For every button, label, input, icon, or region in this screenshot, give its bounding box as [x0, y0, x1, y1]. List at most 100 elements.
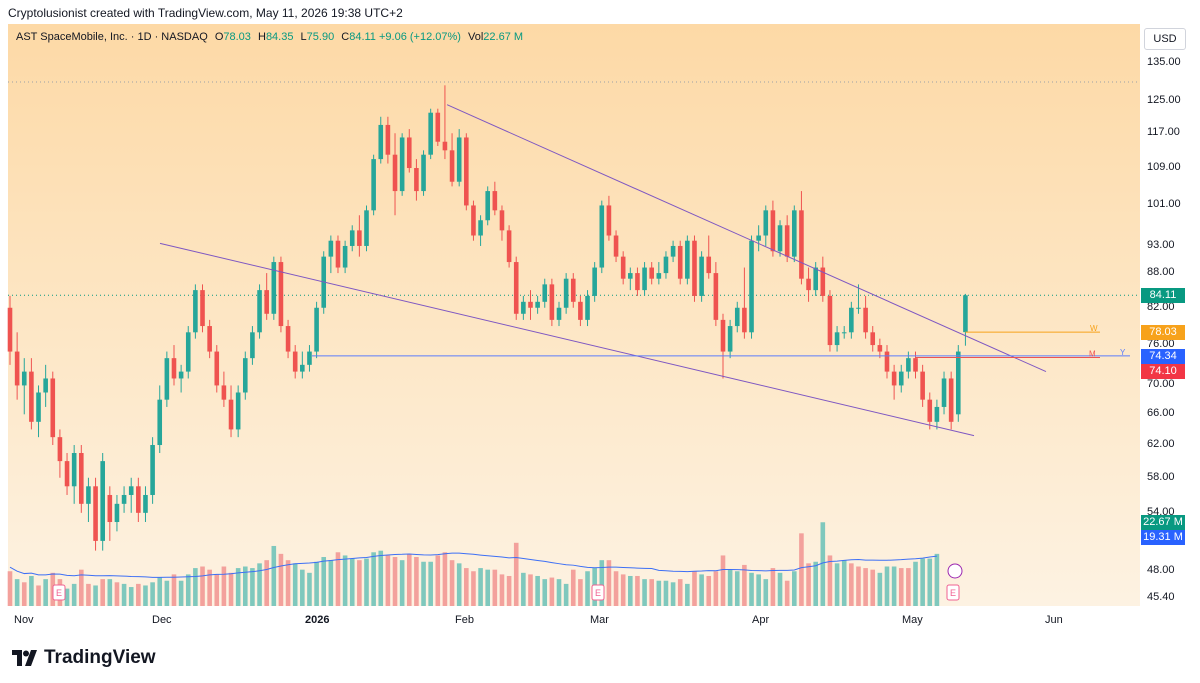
symbol-legend: AST SpaceMobile, Inc. · 1D · NASDAQ O78.… — [16, 31, 523, 43]
volume-bar — [64, 588, 70, 606]
candle-body — [884, 351, 890, 372]
volume-bar — [235, 568, 241, 606]
volume-bar — [649, 579, 654, 606]
price-tick-label: 58.00 — [1147, 470, 1175, 483]
candle-body — [955, 351, 961, 415]
earnings-marker-label: E — [56, 588, 62, 598]
candle-body — [428, 112, 433, 155]
volume-bar — [635, 575, 640, 606]
candle-body — [578, 301, 583, 320]
candle-body — [941, 378, 947, 407]
earnings-marker — [946, 584, 960, 601]
price-tick-label: 82.00 — [1147, 300, 1175, 313]
volume-bar — [464, 568, 469, 606]
earnings-marker-label: E — [950, 588, 956, 598]
volume-bar — [542, 579, 548, 606]
candle-body — [150, 445, 155, 495]
volume-bar — [271, 545, 277, 606]
volume-bar — [357, 560, 362, 606]
time-tick-label: 2026 — [305, 614, 330, 626]
volume-bar — [257, 563, 262, 606]
candle-body — [307, 351, 312, 365]
candle-body — [663, 256, 669, 274]
candle-body — [784, 225, 790, 257]
candle-body — [628, 273, 633, 279]
volume-bar — [578, 579, 583, 606]
volume-bar — [827, 555, 833, 606]
volume-bar — [335, 552, 341, 606]
price-tick-label: 48.00 — [1147, 563, 1175, 576]
candle-body — [171, 358, 177, 379]
candle-body — [727, 326, 733, 352]
candle-body — [228, 399, 234, 430]
volume-bar — [841, 560, 847, 606]
candle-body — [570, 278, 576, 302]
close-value: 84.11 — [349, 31, 376, 43]
price-tick-label: 88.00 — [1147, 266, 1175, 279]
high-value: 84.35 — [265, 31, 294, 43]
candle-body — [271, 262, 277, 314]
candle-body — [136, 486, 141, 513]
volume-bar — [792, 571, 797, 606]
price-tick-label: 62.00 — [1147, 438, 1175, 450]
candle-body — [592, 267, 597, 296]
candle-body — [792, 210, 797, 257]
event-icon — [947, 563, 963, 579]
volume-bar — [556, 579, 562, 606]
volume-bar — [378, 550, 384, 606]
candle-body — [827, 295, 833, 346]
price-tick-label: 45.40 — [1147, 591, 1175, 603]
volume-bar — [264, 560, 269, 606]
volume-bar — [385, 555, 391, 606]
volume-bar — [528, 574, 533, 606]
candle-body — [264, 290, 269, 314]
volume-bar — [128, 587, 134, 606]
candle-body — [613, 235, 619, 257]
volume-bar — [870, 569, 876, 606]
candle-body — [100, 461, 105, 541]
volume-bar — [563, 583, 569, 606]
currency-button[interactable]: USD — [1144, 28, 1186, 50]
candle-body — [492, 191, 498, 211]
volume-bar — [606, 560, 612, 606]
candle-body — [849, 307, 854, 333]
candle-body — [93, 486, 98, 541]
volume-bar — [114, 582, 120, 606]
volume-bar — [692, 571, 697, 606]
volume-bar — [428, 561, 433, 606]
price-tick-label: 93.00 — [1147, 238, 1175, 251]
volume-bar — [171, 574, 177, 606]
candle-body — [399, 137, 405, 192]
time-axis[interactable] — [0, 606, 1200, 632]
volume-bar — [250, 568, 255, 606]
volume-bar — [513, 542, 519, 606]
volume-bar — [727, 569, 733, 606]
candle-body — [556, 307, 562, 320]
volume-bar — [913, 561, 918, 606]
candle-body — [642, 267, 647, 291]
volume-bar — [506, 575, 512, 606]
volume-bar — [699, 574, 704, 606]
candle-body — [50, 378, 56, 438]
candle-body — [685, 240, 690, 279]
candle-body — [734, 307, 740, 327]
candle-body — [464, 137, 469, 206]
volume-bar — [834, 563, 840, 606]
candle-body — [435, 112, 441, 142]
volume-bar — [471, 571, 476, 606]
volume-bar — [742, 564, 747, 606]
candle-body — [449, 150, 455, 182]
volume-bar — [777, 572, 783, 606]
volume-bar — [29, 575, 34, 606]
volume-bar — [150, 582, 155, 606]
volume-bar — [521, 572, 526, 606]
candle-body — [185, 332, 191, 372]
time-tick-label: May — [902, 614, 923, 626]
volume-bar — [292, 563, 298, 606]
candle-body — [528, 301, 533, 308]
volume-bar — [278, 553, 284, 606]
close-label: C — [341, 31, 350, 43]
candle-body — [36, 392, 41, 422]
volume-bar — [79, 569, 84, 606]
price-scale[interactable] — [1140, 24, 1200, 606]
